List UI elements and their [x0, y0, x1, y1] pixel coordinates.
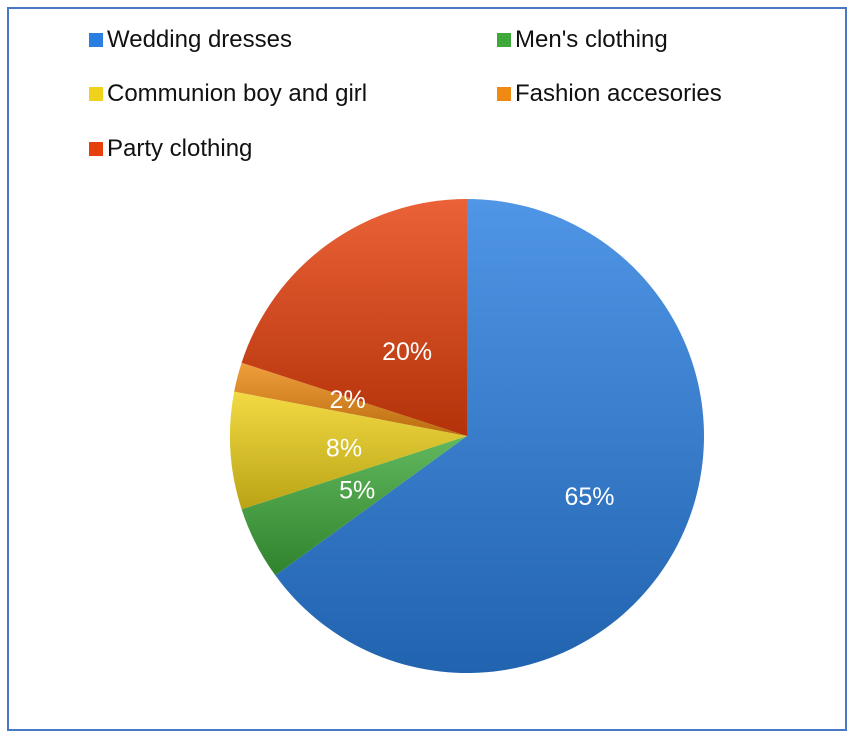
pie-label-fashion-accesories: 2% — [330, 386, 366, 414]
legend-item-wedding-dresses: Wedding dresses — [89, 25, 292, 55]
legend-swatch-mens-clothing — [497, 33, 511, 47]
pie-slice-party-clothing — [241, 199, 467, 436]
legend-item-fashion-accesories: Fashion accesories — [497, 79, 722, 109]
pie-slices — [229, 199, 704, 674]
legend-label-mens-clothing: Men's clothing — [515, 26, 668, 53]
legend-label-wedding-dresses: Wedding dresses — [107, 26, 292, 53]
pie-label-communion-boy-and-girl: 8% — [326, 434, 362, 462]
pie-slice-fashion-accesories — [234, 362, 467, 436]
legend-item-mens-clothing: Men's clothing — [497, 25, 668, 55]
pie-slice-men-s-clothing — [241, 436, 467, 576]
pie-label-men-s-clothing: 5% — [339, 477, 375, 505]
legend-swatch-party-clothing — [89, 142, 103, 156]
legend-swatch-communion — [89, 87, 103, 101]
pie-slice-communion-boy-and-girl — [229, 391, 467, 510]
legend-item-communion: Communion boy and girl — [89, 79, 367, 109]
legend-swatch-fashion-accesories — [497, 87, 511, 101]
pie-label-wedding-dresses: 65% — [564, 483, 614, 511]
legend-label-communion: Communion boy and girl — [107, 80, 368, 107]
chart-frame: Wedding dresses Men's clothing Communion… — [7, 7, 847, 731]
legend-label-fashion-accesories: Fashion accesories — [515, 80, 722, 107]
legend-label-party-clothing: Party clothing — [107, 135, 253, 162]
pie-chart: 65% 5% 8% 2% 20% — [229, 199, 704, 674]
pie-label-party-clothing: 20% — [382, 338, 432, 366]
legend-item-party-clothing: Party clothing — [89, 134, 252, 164]
pie-slice-wedding-dresses — [275, 199, 704, 674]
pie-labels: 65% 5% 8% 2% 20% — [326, 338, 615, 511]
chart-legend: Wedding dresses Men's clothing Communion… — [9, 9, 845, 189]
legend-swatch-wedding-dresses — [89, 33, 103, 47]
